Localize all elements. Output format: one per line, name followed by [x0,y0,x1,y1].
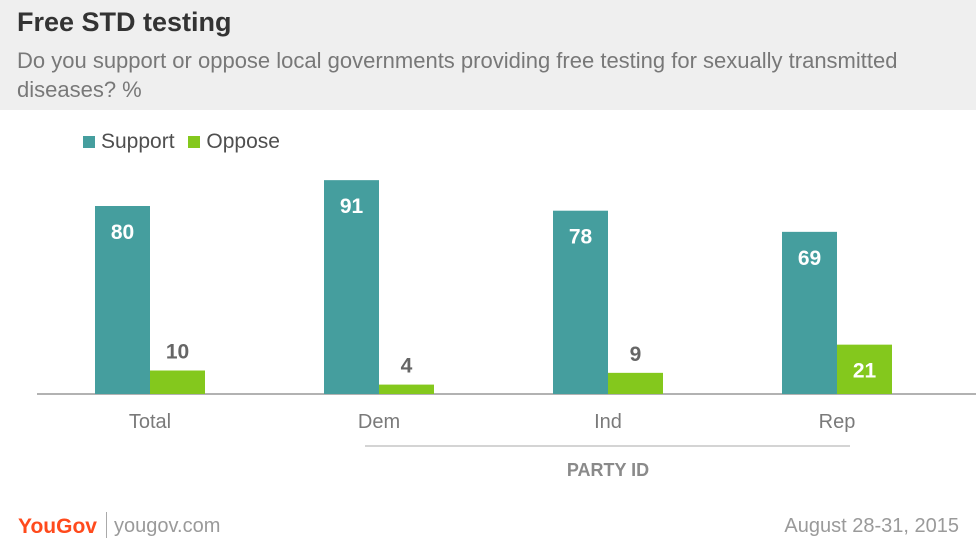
header-band: Free STD testing Do you support or oppos… [0,0,976,110]
data-label-oppose-total: 10 [166,341,189,364]
legend: Support Oppose [83,130,288,154]
bar-chart: 80 10 Total 91 4 Dem 78 9 Ind 69 21 Rep PARTY ID [37,180,976,480]
legend-swatch-support [83,136,95,148]
data-label-support-dem: 91 [340,195,364,218]
chart-title: Free STD testing [17,7,232,37]
category-label-dem: Dem [358,411,400,433]
group-label: PARTY ID [567,460,649,480]
legend-item-support: Support [83,130,175,154]
bar-support-total [95,206,150,394]
category-label-total: Total [129,411,171,433]
data-label-support-total: 80 [111,221,134,244]
bar-support-ind [553,210,608,394]
category-label-rep: Rep [819,411,856,433]
data-label-oppose-ind: 9 [630,343,642,366]
bar-oppose-rep [837,344,892,394]
data-label-oppose-rep: 21 [853,360,877,383]
footer-url: yougov.com [114,515,221,537]
bar-oppose-ind [608,372,663,394]
bar-support-rep [782,231,837,394]
yougov-logo: YouGov [18,515,97,538]
bar-oppose-total [150,370,205,394]
bar-support-dem [324,180,379,394]
data-label-support-ind: 78 [569,226,593,249]
data-label-support-rep: 69 [798,247,821,270]
footer-date: August 28-31, 2015 [784,515,959,537]
bar-oppose-dem [379,384,434,394]
chart-subtitle: Do you support or oppose local governmen… [17,48,898,102]
legend-swatch-oppose [188,136,201,148]
legend-label-support: Support [101,130,175,153]
legend-label-oppose: Oppose [206,130,280,153]
footer-divider [106,512,107,538]
category-label-ind: Ind [594,411,622,433]
legend-item-oppose: Oppose [188,130,280,154]
data-label-oppose-dem: 4 [401,355,413,378]
